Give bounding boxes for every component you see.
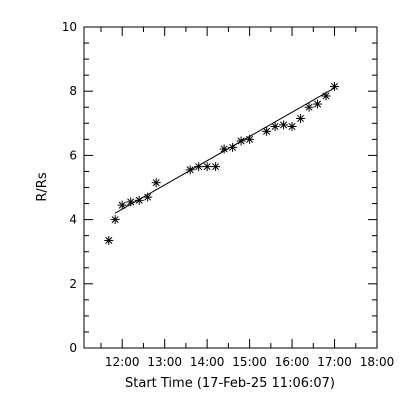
y-axis: 0 2 4 6 8 10 — [62, 20, 377, 355]
x-tick-label: 12:00 — [105, 355, 140, 369]
data-point — [151, 178, 161, 188]
data-point — [262, 126, 272, 136]
x-tick-label: 14:00 — [190, 355, 225, 369]
data-point — [211, 162, 221, 172]
data-point — [104, 235, 114, 245]
data-point — [194, 162, 204, 172]
data-point — [202, 162, 212, 172]
data-point — [219, 144, 229, 154]
data-point — [296, 113, 306, 123]
y-tick-label: 0 — [69, 341, 77, 355]
x-axis: 12:00 13:00 14:00 15:00 16:00 17:00 18:00 — [100, 27, 395, 369]
x-tick-label: 13:00 — [147, 355, 182, 369]
data-point — [143, 192, 153, 202]
data-point — [287, 122, 297, 132]
data-point — [236, 136, 246, 146]
plot-frame — [83, 26, 378, 349]
fit-line-layer — [114, 87, 335, 214]
x-axis-label: Start Time (17-Feb-25 11:06:07) — [125, 376, 335, 391]
y-tick-label: 6 — [69, 148, 77, 162]
x-tick-label: 16:00 — [275, 355, 310, 369]
y-tick-label: 10 — [62, 20, 77, 34]
y-tick-label: 4 — [69, 213, 77, 227]
data-point — [126, 197, 136, 207]
y-tick-label: 2 — [69, 277, 77, 291]
data-point — [304, 102, 314, 112]
y-axis-label: R/Rs — [35, 172, 50, 201]
y-tick-label: 8 — [69, 84, 77, 98]
fit-line — [114, 87, 335, 214]
data-point — [279, 120, 289, 130]
data-point — [321, 91, 331, 101]
data-point — [330, 81, 340, 91]
data-points — [104, 81, 340, 245]
data-point — [313, 99, 323, 109]
x-tick-label: 17:00 — [317, 355, 352, 369]
data-point — [185, 165, 195, 175]
x-tick-label: 18:00 — [360, 355, 395, 369]
data-point — [110, 215, 120, 225]
data-point — [134, 195, 144, 205]
data-point — [228, 142, 238, 152]
data-point — [117, 200, 127, 210]
x-tick-label: 15:00 — [232, 355, 267, 369]
data-point — [245, 134, 255, 144]
data-point — [270, 122, 280, 132]
